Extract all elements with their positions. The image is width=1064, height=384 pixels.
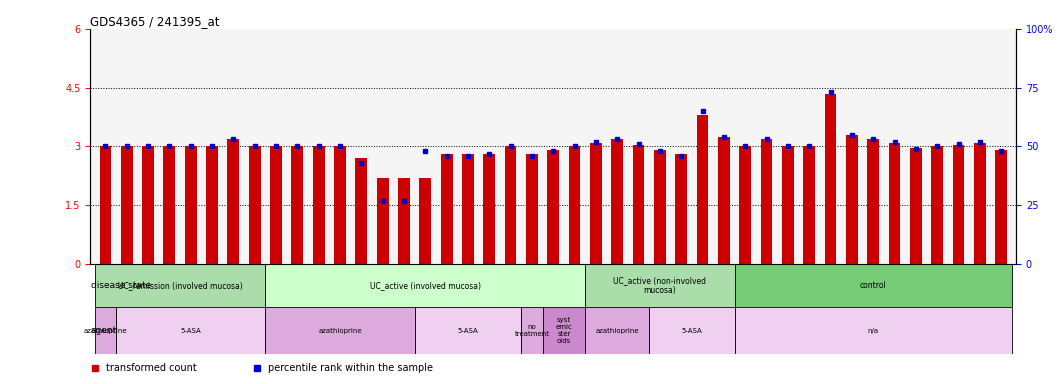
Bar xyxy=(462,154,473,264)
Bar xyxy=(526,154,537,264)
Bar xyxy=(910,149,921,264)
Bar xyxy=(649,307,734,354)
Text: syst
emic
ster
oids: syst emic ster oids xyxy=(555,317,572,344)
Bar xyxy=(504,146,516,264)
Bar xyxy=(116,307,265,354)
Bar xyxy=(355,158,367,264)
Bar xyxy=(398,178,410,264)
Bar xyxy=(867,139,879,264)
Bar xyxy=(739,146,751,264)
Text: 5-ASA: 5-ASA xyxy=(682,328,702,334)
Bar xyxy=(569,146,581,264)
Text: azathioprine: azathioprine xyxy=(84,328,128,334)
Bar xyxy=(95,307,116,354)
Text: azathioprine: azathioprine xyxy=(596,328,639,334)
Text: n/a: n/a xyxy=(867,328,879,334)
Text: GDS4365 / 241395_at: GDS4365 / 241395_at xyxy=(90,15,220,28)
Bar xyxy=(952,144,964,264)
Text: UC_active (non-involved
mucosa): UC_active (non-involved mucosa) xyxy=(614,276,706,295)
Text: control: control xyxy=(860,281,886,290)
Text: 5-ASA: 5-ASA xyxy=(180,328,201,334)
Bar xyxy=(974,142,985,264)
Text: disease state: disease state xyxy=(90,281,151,290)
Bar xyxy=(543,307,585,354)
Bar xyxy=(228,139,239,264)
Bar xyxy=(164,146,176,264)
Bar xyxy=(846,135,858,264)
Bar xyxy=(633,144,645,264)
Bar xyxy=(377,178,388,264)
Bar xyxy=(100,146,112,264)
Bar xyxy=(265,307,415,354)
Bar xyxy=(612,139,624,264)
Bar xyxy=(547,151,560,264)
Bar xyxy=(270,146,282,264)
Bar xyxy=(249,146,261,264)
Bar xyxy=(143,146,154,264)
Bar xyxy=(483,154,495,264)
Bar xyxy=(334,146,346,264)
Text: no
treatment: no treatment xyxy=(515,324,549,337)
Bar xyxy=(697,115,709,264)
Bar xyxy=(718,137,730,264)
Bar xyxy=(185,146,197,264)
Text: agent: agent xyxy=(90,326,117,335)
Bar xyxy=(121,146,133,264)
Bar xyxy=(931,146,943,264)
Text: 5-ASA: 5-ASA xyxy=(458,328,479,334)
Bar xyxy=(95,264,265,307)
Bar xyxy=(734,307,1012,354)
Text: percentile rank within the sample: percentile rank within the sample xyxy=(268,362,433,372)
Bar xyxy=(676,154,687,264)
Bar xyxy=(419,178,431,264)
Bar xyxy=(440,154,452,264)
Bar xyxy=(995,151,1007,264)
Text: UC_active (involved mucosa): UC_active (involved mucosa) xyxy=(370,281,481,290)
Text: UC_remission (involved mucosa): UC_remission (involved mucosa) xyxy=(118,281,243,290)
Text: azathioprine: azathioprine xyxy=(318,328,362,334)
Bar xyxy=(591,142,602,264)
Bar xyxy=(782,146,794,264)
Bar xyxy=(521,307,543,354)
Bar xyxy=(585,264,734,307)
Bar xyxy=(585,307,649,354)
Bar xyxy=(206,146,218,264)
Bar xyxy=(888,142,900,264)
Text: transformed count: transformed count xyxy=(106,362,197,372)
Bar xyxy=(292,146,303,264)
Bar xyxy=(734,264,1012,307)
Bar xyxy=(761,139,772,264)
Bar xyxy=(654,151,666,264)
Bar xyxy=(313,146,325,264)
Bar xyxy=(825,94,836,264)
Bar xyxy=(265,264,585,307)
Bar xyxy=(803,146,815,264)
Bar xyxy=(415,307,521,354)
